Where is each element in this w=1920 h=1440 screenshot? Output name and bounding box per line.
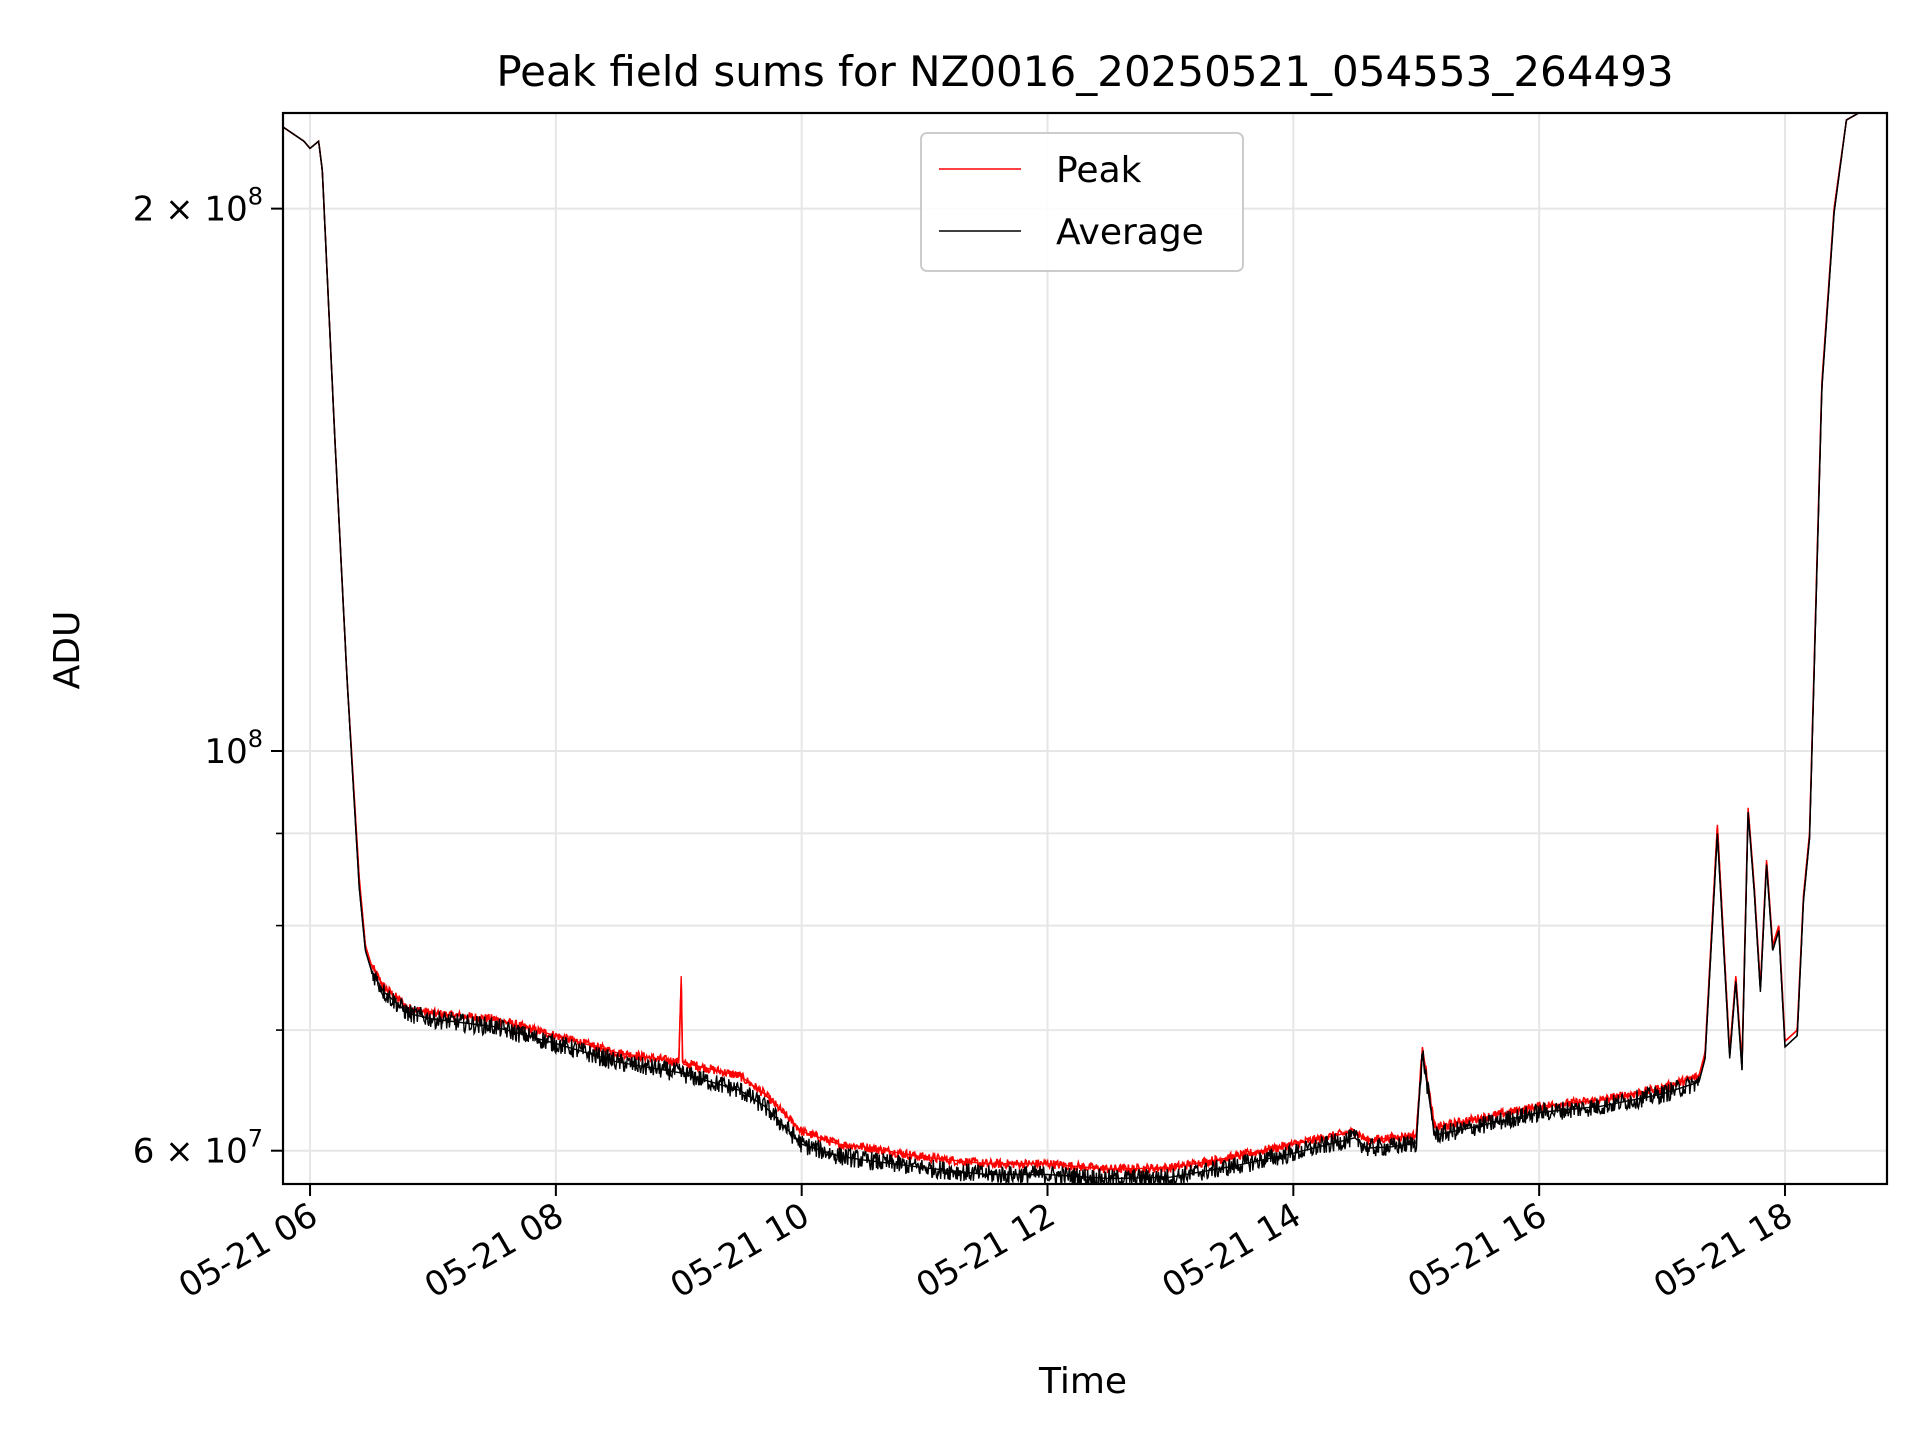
- y-tick-label: 2 × 108: [133, 183, 263, 230]
- y-tick-base: 6 × 10: [133, 1132, 248, 1172]
- legend-box: [920, 132, 1244, 272]
- y-tick-base: 2 × 10: [133, 190, 248, 230]
- plot-frame: [281, 111, 1889, 1186]
- y-tick-base: 10: [204, 732, 247, 772]
- y-tick-exponent: 8: [248, 183, 263, 211]
- series-layer: [283, 113, 1887, 1184]
- legend-label-peak: Peak: [1056, 150, 1142, 191]
- legend: Peak Average: [920, 132, 1244, 272]
- grid: [283, 113, 1887, 1184]
- y-tick-exponent: 7: [248, 1125, 263, 1153]
- x-axis-label: Time: [1038, 1361, 1127, 1402]
- y-tick-label: 108: [204, 725, 263, 772]
- legend-label-average: Average: [1056, 212, 1204, 253]
- chart-title: Peak field sums for NZ0016_20250521_0545…: [496, 47, 1673, 96]
- y-axis-label: ADU: [47, 611, 88, 690]
- series-keypoints-average: [283, 113, 1887, 1180]
- series-line-average: [283, 113, 1887, 1184]
- y-tick-label: 6 × 107: [133, 1125, 263, 1172]
- y-tick-exponent: 8: [248, 725, 263, 753]
